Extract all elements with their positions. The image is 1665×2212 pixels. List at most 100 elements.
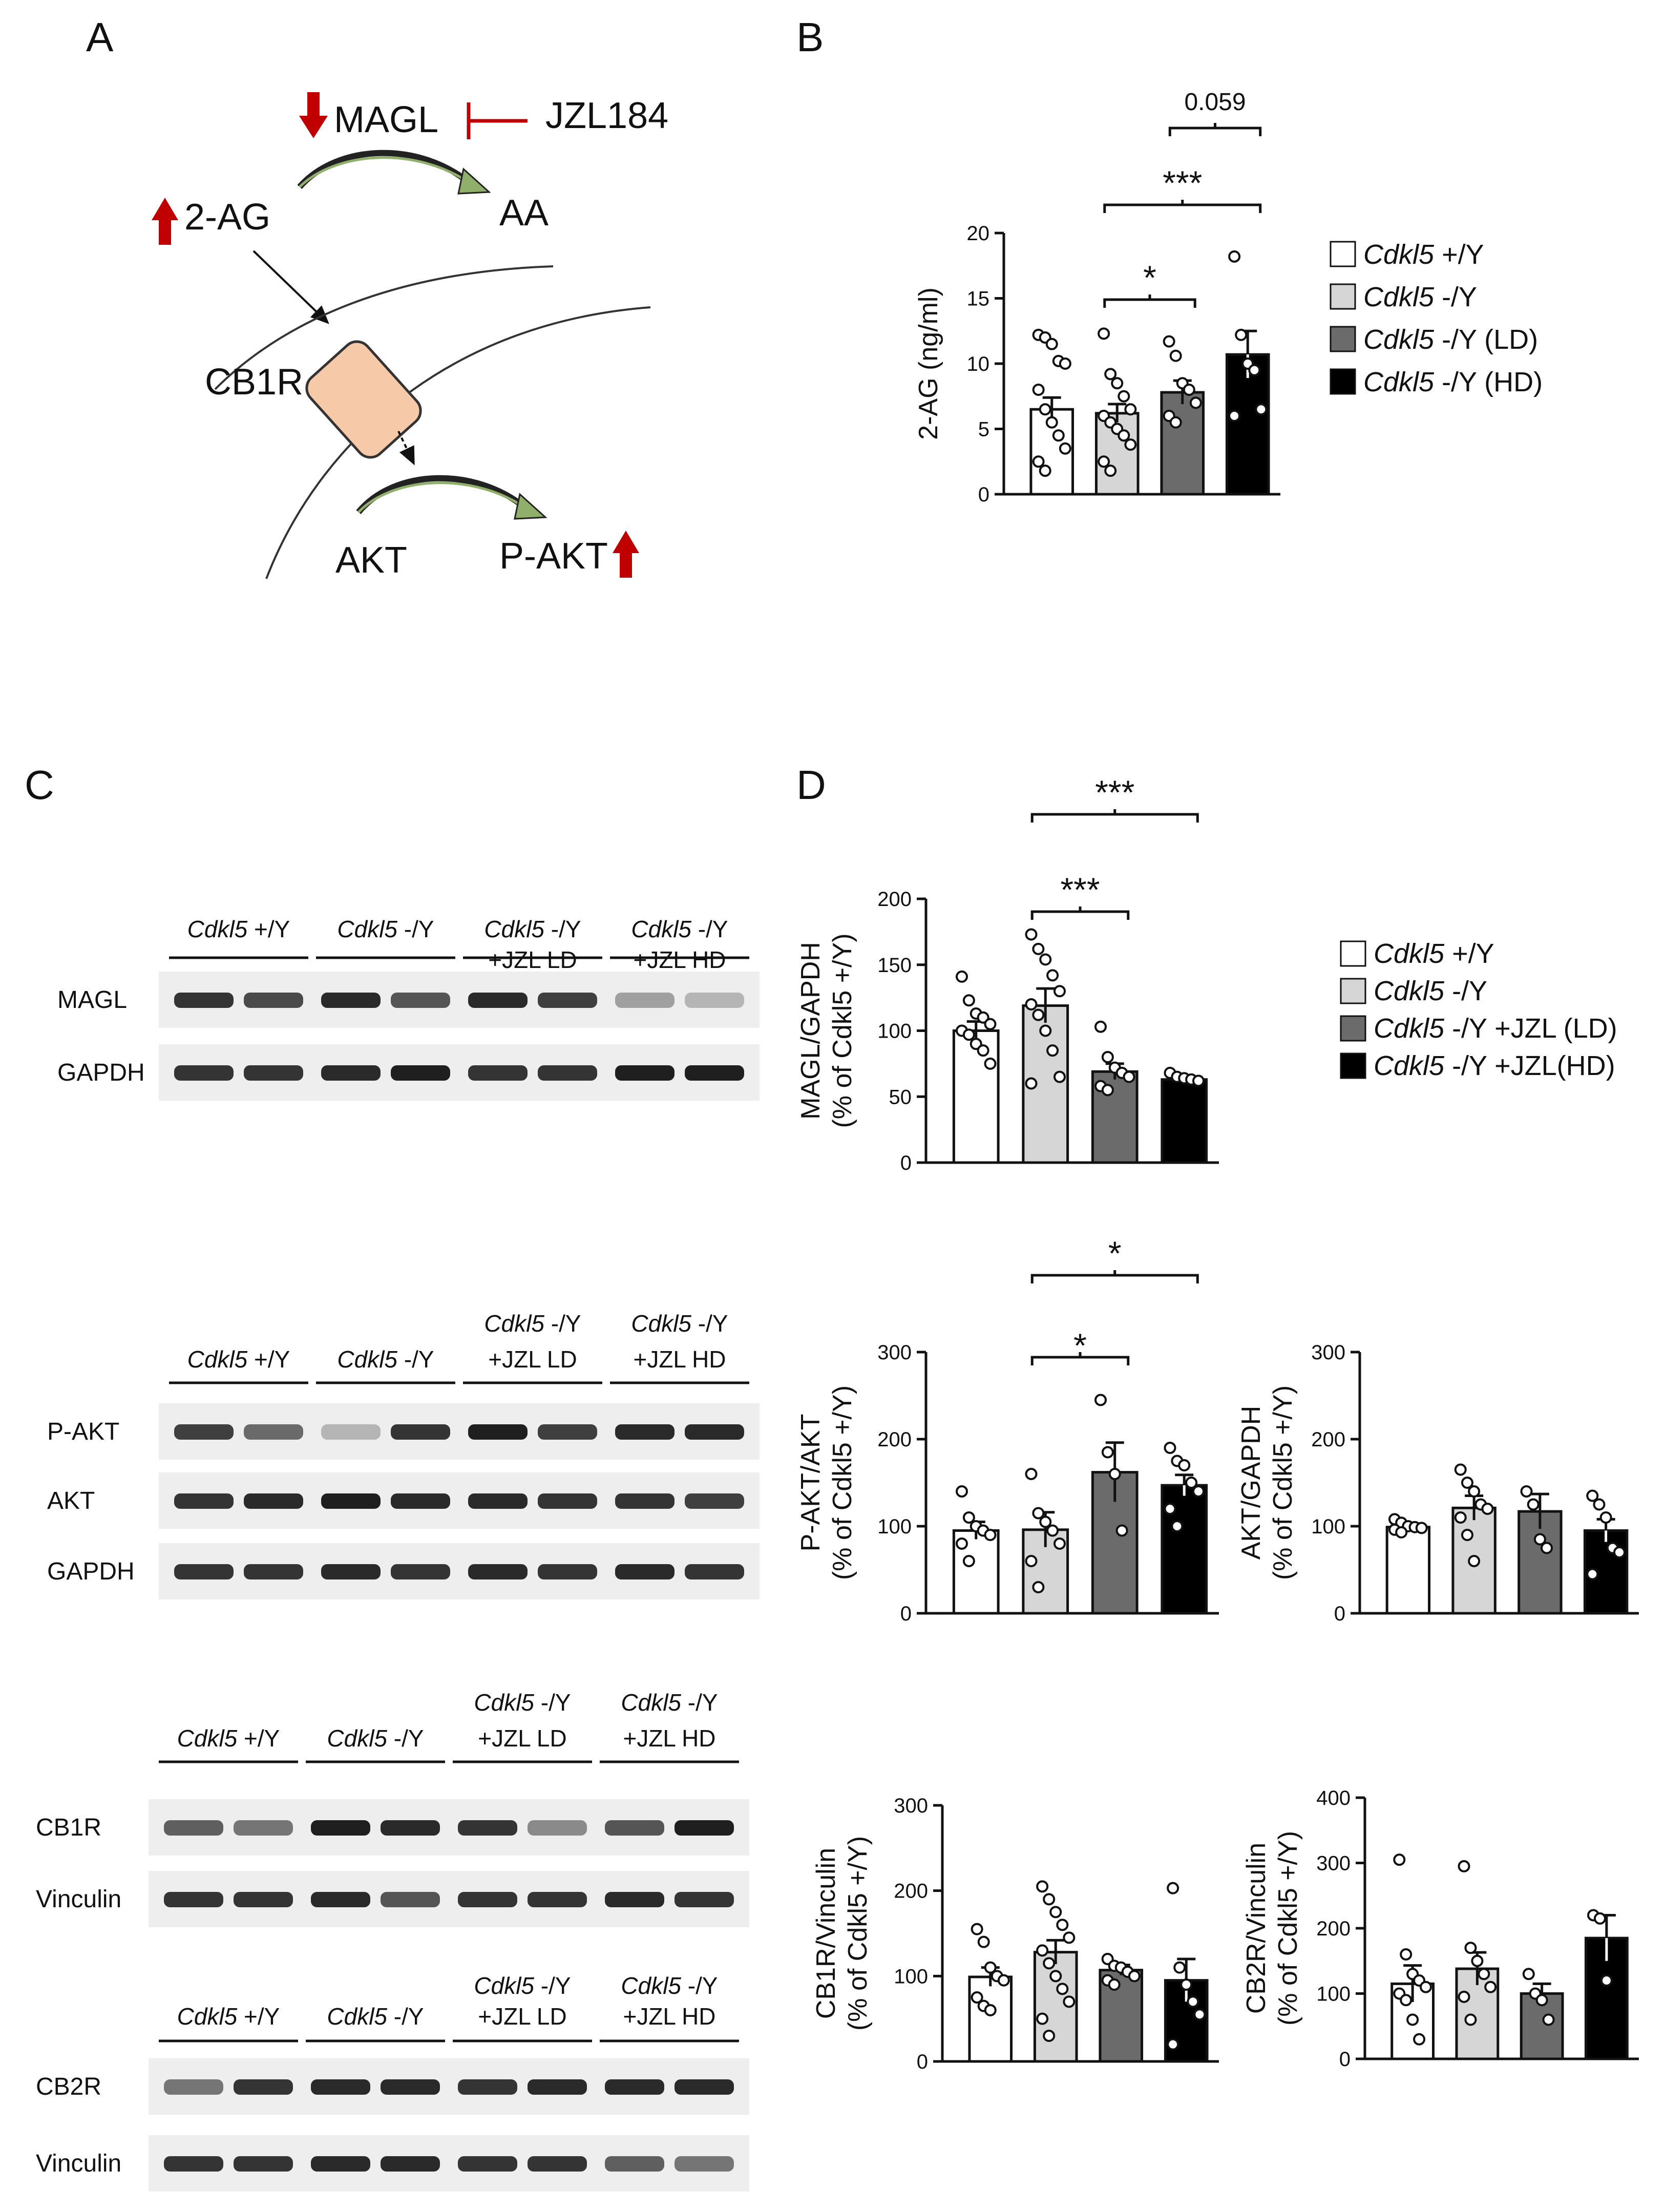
data-point	[1101, 1051, 1114, 1063]
blot-band	[685, 993, 744, 1008]
y-tick-label: 200	[894, 1880, 928, 1903]
data-point	[1192, 1485, 1205, 1498]
blot-band	[164, 2079, 223, 2095]
legend-d-rest-0: +/Y	[1444, 938, 1494, 969]
western-blot-3: Cdkl5 +/Y Cdkl5 -/Y Cdkl5 -/Y +JZL LD Cdkl5 …	[36, 1972, 749, 2192]
y-tick-label: 0	[1339, 2048, 1351, 2071]
substrate-label: 2-AG	[184, 197, 270, 238]
svg-text:Cdkl5 -/Y (HD): Cdkl5 -/Y (HD)	[1363, 367, 1543, 397]
bar	[1160, 391, 1205, 496]
blot-band	[381, 2079, 440, 2095]
data-point	[1454, 1511, 1467, 1524]
legend-d-italic-2: Cdkl5	[1374, 1013, 1445, 1044]
blot-band	[538, 1065, 597, 1081]
y-axis-label: CB1R/Vinculin	[811, 1848, 841, 2019]
bar	[952, 1029, 1000, 1164]
data-point	[1235, 328, 1248, 341]
data-point	[1484, 1981, 1497, 1993]
svg-text:Cdkl5 -/Y: Cdkl5 -/Y	[1363, 282, 1477, 312]
blot-row-label: AKT	[47, 1487, 95, 1514]
y-axis-label: (% of Cdkl5 +/Y)	[828, 933, 857, 1128]
blot-band	[321, 1564, 381, 1579]
blot-group-sublabel: +JZL HD	[633, 946, 726, 973]
data-point	[1025, 928, 1038, 941]
panel-label-a: A	[86, 14, 114, 60]
data-point	[955, 1485, 968, 1498]
data-point	[1169, 416, 1182, 429]
data-point	[1049, 1970, 1062, 1983]
data-point	[1039, 403, 1051, 416]
data-point	[1180, 1978, 1193, 1991]
data-point	[1036, 1944, 1049, 1957]
data-point	[1032, 1008, 1045, 1021]
blot-row-label: CB1R	[36, 1814, 101, 1841]
legend-b-item-0: Cdkl5 +/Y	[1330, 239, 1484, 270]
legend-b-italic-1: Cdkl5	[1363, 282, 1435, 312]
blot-band	[458, 2156, 517, 2172]
data-point	[1032, 942, 1045, 955]
y-tick-label: 100	[1316, 1983, 1351, 2006]
blot-group-label: Cdkl5 -/Y	[327, 2003, 424, 2030]
blot-band	[675, 2079, 734, 2095]
data-point	[1613, 1546, 1626, 1558]
data-point	[1167, 2038, 1179, 2051]
blot-band	[605, 1892, 664, 1907]
significance-label: *	[1143, 259, 1156, 297]
data-point	[1419, 1981, 1432, 1993]
data-point	[971, 1923, 983, 1935]
legend-d: Cdkl5 +/Y Cdkl5 -/Y Cdkl5 -/Y +JZL (LD) …	[1340, 938, 1617, 1081]
data-point	[1032, 1507, 1045, 1520]
data-point	[1053, 985, 1066, 998]
blot-band	[615, 993, 675, 1008]
y-axis-label: (% of Cdkl5 +/Y)	[828, 1385, 857, 1580]
legend-d-item-2: Cdkl5 -/Y +JZL (LD)	[1340, 1013, 1617, 1044]
blot-band	[538, 1424, 597, 1440]
blot-band	[234, 1820, 293, 1836]
significance-bracket	[1168, 127, 1262, 136]
inhibition-icon	[467, 102, 528, 139]
blot-group-label: Cdkl5 -/Y	[484, 916, 581, 942]
data-point	[1189, 396, 1202, 409]
blot-band	[685, 1493, 744, 1509]
data-point	[1043, 1957, 1056, 1970]
y-tick-label: 15	[967, 288, 990, 310]
blot-band	[311, 1892, 370, 1907]
data-point	[1115, 1524, 1128, 1537]
data-point	[1527, 1498, 1540, 1511]
legend-b: Cdkl5 +/Y Cdkl5 -/Y Cdkl5 -/Y (LD) Cdkl5…	[1330, 239, 1543, 397]
data-point	[1045, 338, 1058, 350]
data-point	[1458, 1860, 1470, 1872]
blot-band	[615, 1564, 675, 1579]
y-tick-label: 300	[877, 1341, 912, 1364]
blot-band	[528, 2079, 587, 2095]
blot-band	[381, 1892, 440, 1907]
blot-band	[164, 1820, 223, 1836]
y-axis-label: (% of Cdkl5 +/Y)	[1268, 1385, 1298, 1580]
bar	[1385, 1526, 1431, 1615]
data-point	[1393, 1853, 1406, 1866]
blot-band	[615, 1424, 675, 1440]
data-point	[1039, 465, 1051, 477]
data-point	[1046, 1524, 1059, 1537]
data-point	[1599, 1511, 1612, 1524]
western-blot-0: Cdkl5 +/Y Cdkl5 -/Y Cdkl5 -/Y +JZL LD Cdkl5 …	[57, 916, 760, 1101]
legend-d-item-3: Cdkl5 -/Y +JZL(HD)	[1340, 1050, 1615, 1081]
data-point	[1032, 1581, 1045, 1593]
data-point	[1185, 1477, 1198, 1489]
data-point	[1586, 1489, 1599, 1502]
blot-band	[391, 1564, 450, 1579]
legend-b-item-3: Cdkl5 -/Y (HD)	[1330, 367, 1543, 397]
legend-b-italic-2: Cdkl5	[1363, 324, 1435, 355]
blot-band	[468, 1424, 528, 1440]
data-point	[1053, 1070, 1066, 1083]
legend-b-rest-0: +/Y	[1434, 239, 1484, 270]
blot-band	[234, 2156, 293, 2172]
data-point	[1468, 1555, 1481, 1567]
blot-band	[468, 993, 528, 1008]
akt-label: AKT	[335, 540, 407, 581]
blot-band	[458, 1892, 517, 1907]
blot-group-sublabel: +JZL LD	[478, 1725, 566, 1752]
blot-band	[164, 2156, 223, 2172]
data-point	[1522, 1968, 1535, 1981]
